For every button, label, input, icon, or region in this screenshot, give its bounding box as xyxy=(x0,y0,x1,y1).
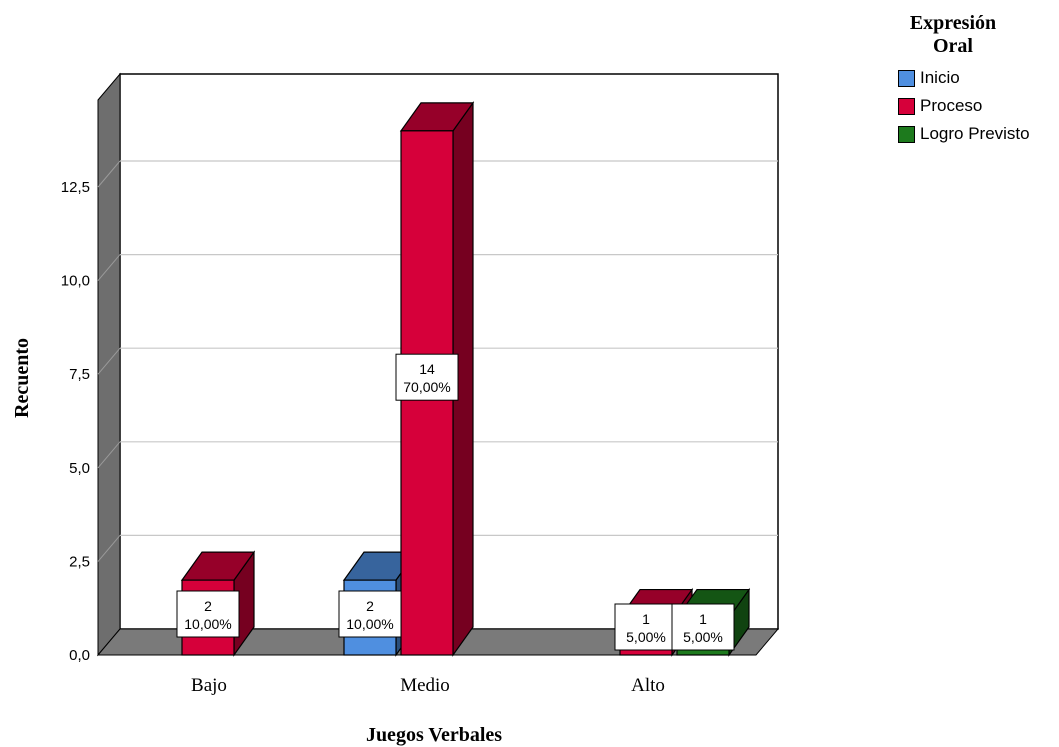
legend-label-logro-previsto: Logro Previsto xyxy=(920,124,1030,143)
y-tick-labels: 0,0 2,5 5,0 7,5 10,0 12,5 xyxy=(61,179,90,664)
data-label-percent: 5,00% xyxy=(626,629,666,645)
data-label-percent: 10,00% xyxy=(346,616,393,632)
data-label: 1 5,00% xyxy=(614,603,678,651)
data-label-count: 1 xyxy=(699,611,707,627)
data-label-box xyxy=(176,590,240,638)
legend-title-line1: Expresión xyxy=(909,12,997,34)
data-label-percent: 10,00% xyxy=(184,616,231,632)
legend-title-line2: Oral xyxy=(933,35,973,57)
x-tick-label: Alto xyxy=(631,675,665,696)
legend-swatch-inicio xyxy=(898,69,915,87)
y-tick-label: 5,0 xyxy=(69,460,90,477)
data-label-count: 1 xyxy=(642,611,650,627)
grid-line-side xyxy=(97,441,121,469)
x-tick-labels: Bajo Medio Alto xyxy=(191,675,665,696)
data-label: 14 70,00% xyxy=(395,353,459,401)
grid-line-side xyxy=(97,535,121,562)
legend-swatch-logro-previsto xyxy=(898,125,915,143)
legend-item-proceso: Proceso xyxy=(898,92,1030,120)
y-tick-label: 7,5 xyxy=(69,366,90,383)
legend-item-logro-previsto: Logro Previsto xyxy=(898,120,1030,148)
y-tick-label: 12,5 xyxy=(61,179,90,196)
side-wall xyxy=(97,72,121,657)
data-label: 2 10,00% xyxy=(176,590,240,638)
legend-title: Expresión Oral xyxy=(898,12,1008,58)
grid-line-side xyxy=(97,160,121,188)
data-label-count: 2 xyxy=(204,598,212,614)
y-tick-label: 0,0 xyxy=(69,647,90,664)
data-label-box xyxy=(671,603,735,651)
grid-line-side xyxy=(97,347,121,375)
data-label: 2 10,00% xyxy=(338,590,402,638)
data-label: 1 5,00% xyxy=(671,603,735,651)
legend-item-inicio: Inicio xyxy=(898,64,1030,92)
legend-label-inicio: Inicio xyxy=(920,68,960,87)
legend: Expresión Oral Inicio Proceso Logro Prev… xyxy=(898,12,1030,148)
data-labels: 2 10,00% 2 10,00% 14 70,00% 1 5,00% 1 5,00% xyxy=(176,353,735,651)
y-tick-label: 10,0 xyxy=(61,273,90,290)
legend-label-proceso: Proceso xyxy=(920,96,983,115)
data-label-percent: 5,00% xyxy=(683,629,723,645)
data-label-count: 2 xyxy=(366,598,374,614)
y-tick-label: 2,5 xyxy=(69,553,90,570)
x-tick-label: Bajo xyxy=(191,675,227,696)
data-label-box xyxy=(395,353,459,401)
data-label-box xyxy=(338,590,402,638)
data-label-count: 14 xyxy=(419,361,435,377)
data-label-percent: 70,00% xyxy=(403,379,450,395)
x-axis-title: Juegos Verbales xyxy=(366,724,502,746)
y-axis-title: Recuento xyxy=(11,338,33,418)
legend-swatch-proceso xyxy=(898,97,915,115)
x-tick-label: Medio xyxy=(400,675,450,696)
grid-line-side xyxy=(97,254,121,281)
